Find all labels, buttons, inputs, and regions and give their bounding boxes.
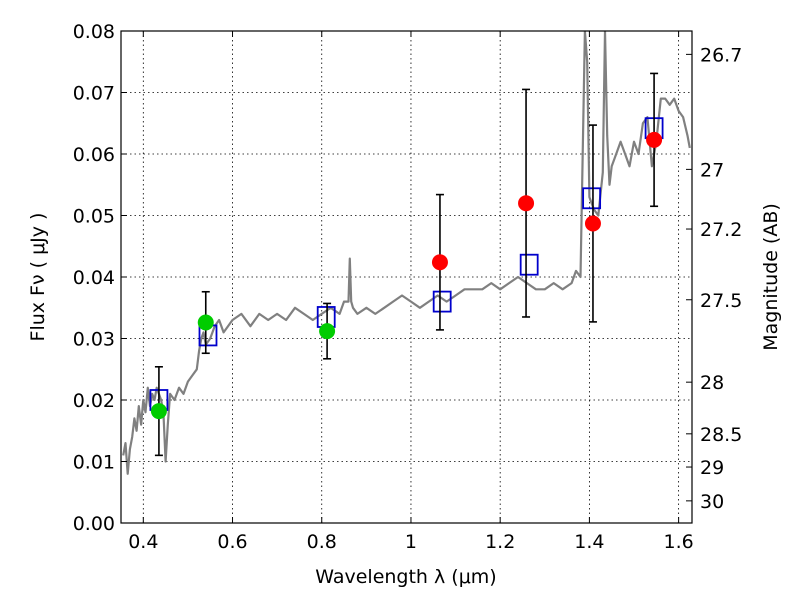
x-tick-label: 0.4: [128, 531, 158, 553]
y2-tick-label: 27.5: [700, 290, 742, 312]
y2-tick-label: 27: [700, 159, 724, 181]
y2-tick-label: 28: [700, 372, 724, 394]
y2-tick-label: 27.2: [700, 219, 742, 241]
x-tick-label: 0.8: [307, 531, 337, 553]
y2-axis-title: Magnitude (AB): [760, 203, 782, 351]
x-tick-label: 1.4: [574, 531, 604, 553]
y-tick-label: 0.03: [73, 329, 115, 351]
plot-layer: [122, 31, 691, 475]
y-tick-label: 0.01: [73, 452, 115, 474]
x-tick-label: 1: [405, 531, 417, 553]
model-photometry-square: [582, 187, 602, 210]
x-tick-label: 1.6: [664, 531, 694, 553]
x-tick-label: 0.6: [217, 531, 247, 553]
observed-point: [518, 195, 535, 212]
y-tick-label: 0.07: [73, 83, 115, 105]
y-tick-label: 0.08: [73, 21, 115, 43]
y2-tick-label: 26.7: [700, 44, 742, 66]
spectrum-line: [122, 31, 691, 475]
observed-point: [197, 314, 214, 331]
plot-data: [122, 31, 691, 475]
observed-point: [319, 323, 336, 340]
x-axis-title: Wavelength λ (μm): [315, 566, 496, 588]
y-axis-title: Flux Fν ( μJy ): [27, 213, 49, 342]
x-tick-label: 1.2: [485, 531, 515, 553]
y2-tick-label: 30: [700, 491, 724, 513]
y-tick-label: 0.00: [73, 513, 115, 535]
observed-point: [150, 403, 167, 420]
observed-point: [431, 254, 448, 271]
y2-tick-label: 28.5: [700, 424, 742, 446]
y-tick-label: 0.02: [73, 390, 115, 412]
observed-point: [584, 215, 601, 232]
y-tick-label: 0.04: [73, 267, 115, 289]
y2-tick-label: 29: [700, 457, 724, 479]
model-photometry-square: [519, 253, 539, 276]
model-photometry-square: [432, 290, 452, 313]
y-tick-label: 0.05: [73, 206, 115, 228]
axes-layer: 0.4 0.6 0.8 1 1.2 1.4 1.6 0.00 0.01 0.02 0.03 0.04 0…: [73, 21, 743, 553]
observed-point: [646, 131, 663, 148]
y-tick-label: 0.06: [73, 144, 115, 166]
